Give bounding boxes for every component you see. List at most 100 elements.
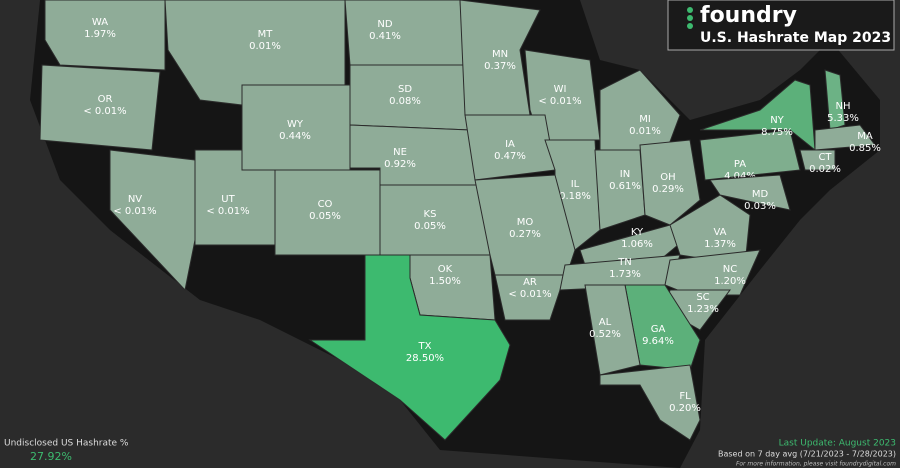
state-code: IL <box>571 179 580 190</box>
state: OR< 0.01% <box>39 64 161 151</box>
state: NY8.75% <box>699 79 816 152</box>
state-value: 1.73% <box>609 269 641 280</box>
state-code: NE <box>393 147 407 158</box>
state-code: NV <box>128 194 142 205</box>
state: ND0.41% <box>344 0 466 66</box>
state: CT0.02% <box>799 149 841 175</box>
state: WA1.97% <box>44 0 166 71</box>
state-shape <box>44 0 166 71</box>
state-code: OR <box>98 94 113 105</box>
state-code: TX <box>418 341 432 352</box>
state-code: SC <box>696 292 709 303</box>
state-code: WI <box>554 84 567 95</box>
state: MD0.03% <box>709 174 791 212</box>
state-shape <box>308 254 511 441</box>
state-value: < 0.01% <box>113 206 156 217</box>
state: PA4.04% <box>699 129 801 182</box>
state-value: 0.18% <box>559 191 591 202</box>
state-code: PA <box>734 159 746 170</box>
state: SD0.08% <box>349 64 471 131</box>
state: MI0.01% <box>599 69 681 156</box>
state: MA0.85% <box>814 124 881 154</box>
state-code: IA <box>505 139 515 150</box>
state-shape <box>344 0 466 66</box>
state-code: MD <box>752 189 769 200</box>
state-value: 0.01% <box>629 126 661 137</box>
state-value: 1.23% <box>687 304 719 315</box>
state-value: 28.50% <box>406 353 444 364</box>
undisclosed-label: Undisclosed US Hashrate % <box>4 439 129 449</box>
state-value: 0.92% <box>384 159 416 170</box>
logo-dot <box>687 15 693 21</box>
state-value: < 0.01% <box>508 289 551 300</box>
state-code: OK <box>438 264 453 275</box>
state-code: WY <box>287 119 304 130</box>
state-code: SD <box>398 84 412 95</box>
state-value: 0.08% <box>389 96 421 107</box>
logo-dot <box>687 7 693 13</box>
state-value: 0.52% <box>589 329 621 340</box>
state-code: NH <box>836 101 851 112</box>
state-value: 1.50% <box>429 276 461 287</box>
state-code: AR <box>523 277 537 288</box>
state-code: IN <box>620 169 630 180</box>
state-value: 1.97% <box>84 29 116 40</box>
state-value: < 0.01% <box>206 206 249 217</box>
state-value: < 0.01% <box>538 96 581 107</box>
state-value: 5.33% <box>827 113 859 124</box>
state-shape <box>494 274 566 321</box>
state-value: 0.47% <box>494 151 526 162</box>
state-value: 0.41% <box>369 31 401 42</box>
state: KS0.05% <box>379 184 491 256</box>
state-code: UT <box>221 194 235 205</box>
state-code: GA <box>651 324 666 335</box>
state: NV< 0.01% <box>109 149 196 292</box>
state-code: NY <box>770 115 784 126</box>
state-code: MI <box>639 114 651 125</box>
brand: foundry <box>700 3 797 28</box>
state-value: 4.04% <box>724 171 756 182</box>
state-code: MN <box>492 49 508 60</box>
state-value: 0.03% <box>744 201 776 212</box>
state-code: TN <box>617 257 632 268</box>
state-code: VA <box>713 227 726 238</box>
state-code: OH <box>660 172 675 183</box>
state-code: CO <box>318 199 333 210</box>
title: U.S. Hashrate Map 2023 <box>700 30 891 46</box>
state: WY0.44% <box>241 84 351 171</box>
logo-dot <box>687 23 693 29</box>
state-shape <box>39 64 161 151</box>
state: VA1.37% <box>669 194 751 266</box>
state: NH5.33% <box>824 69 859 131</box>
state-shape <box>599 69 681 156</box>
state-shape <box>599 364 701 441</box>
state-value: 0.37% <box>484 61 516 72</box>
state-value: 9.64% <box>642 336 674 347</box>
state-shape <box>799 149 836 171</box>
state: KY1.06% <box>579 224 691 266</box>
state-code: CT <box>818 152 832 163</box>
state-shape <box>699 79 816 152</box>
state-shape <box>824 69 846 131</box>
state-code: MO <box>517 217 534 228</box>
state: IA0.47% <box>464 114 556 181</box>
state-code: WA <box>92 17 108 28</box>
state-shape <box>584 284 641 376</box>
state-value: 1.06% <box>621 239 653 250</box>
brand-frame <box>667 0 895 51</box>
state-value: 1.37% <box>704 239 736 250</box>
state-code: AL <box>599 317 612 328</box>
info: For more information, please visit found… <box>736 461 896 468</box>
state-value: < 0.01% <box>83 106 126 117</box>
state-shape <box>379 184 491 256</box>
state-shape <box>579 224 691 266</box>
state: AR< 0.01% <box>494 274 566 321</box>
brand-box: foundry U.S. Hashrate Map 2023 <box>667 0 895 51</box>
update: Last Update: August 2023 <box>779 439 896 449</box>
state-value: 0.05% <box>414 221 446 232</box>
state-value: 0.44% <box>279 131 311 142</box>
undisclosed-value: 27.92% <box>30 450 72 463</box>
state-value: 0.29% <box>652 184 684 195</box>
state-code: ND <box>377 19 392 30</box>
